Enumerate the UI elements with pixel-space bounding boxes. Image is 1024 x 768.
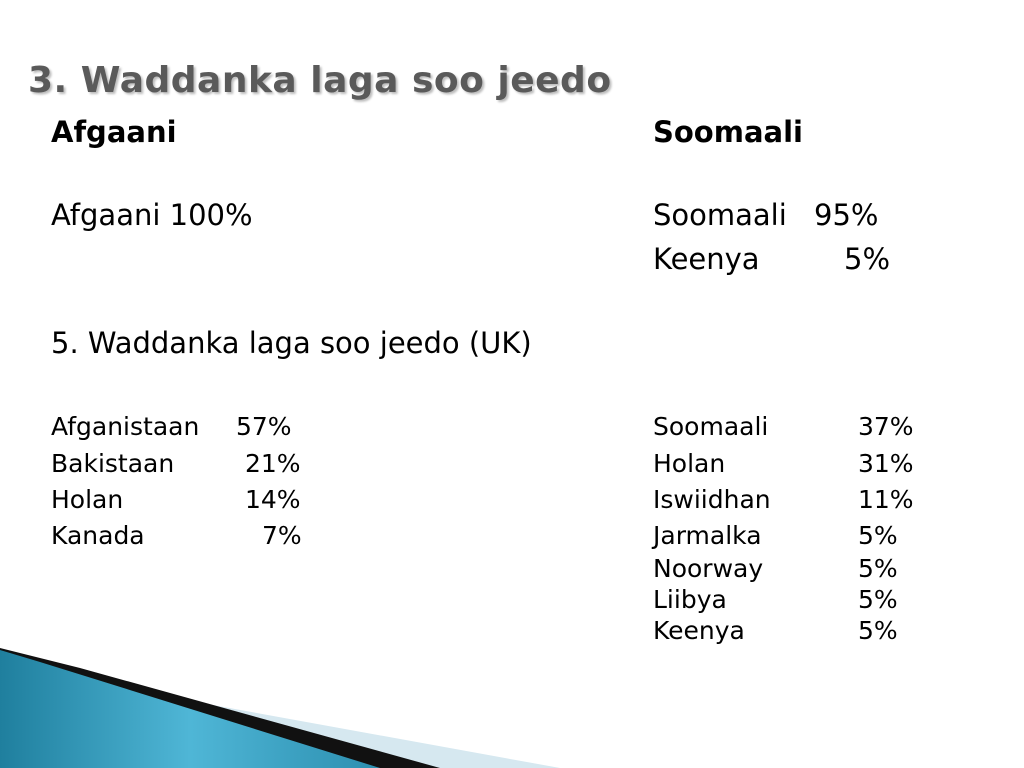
right-list-name-1: Soomaali: [653, 412, 769, 441]
left-summary: Afgaani 100%: [51, 198, 253, 232]
right-list-name-7: Keenya: [653, 616, 745, 645]
right-list-pct-3: 11%: [858, 485, 914, 514]
right-summary-name-1: Soomaali: [653, 198, 787, 232]
slide-title-text: Waddanka laga soo jeedo: [80, 60, 612, 101]
right-list-name-6: Liibya: [653, 585, 727, 614]
right-list-pct-6: 5%: [858, 585, 898, 614]
slide-title: 3. Waddanka laga soo jeedo: [28, 60, 612, 101]
right-list-name-2: Holan: [653, 449, 726, 478]
right-list-name-5: Noorway: [653, 554, 764, 583]
right-list-pct-1: 37%: [858, 412, 914, 441]
slide-title-number: 3.: [28, 60, 68, 101]
right-column-heading: Soomaali: [653, 115, 803, 149]
left-list-pct-1: 57%: [236, 412, 292, 441]
right-summary-name-2: Keenya: [653, 242, 760, 276]
section-heading: 5. Waddanka laga soo jeedo (UK): [51, 326, 532, 360]
left-list-pct-2: 21%: [245, 449, 301, 478]
left-list-name-3: Holan: [51, 485, 124, 514]
right-list-pct-4: 5%: [858, 521, 898, 550]
left-column-heading: Afgaani: [51, 115, 177, 149]
right-list-name-3: Iswiidhan: [653, 485, 771, 514]
right-summary-pct-1: 95%: [814, 198, 879, 232]
left-list-name-4: Kanada: [51, 521, 145, 550]
right-list-pct-5: 5%: [858, 554, 898, 583]
left-list-pct-3: 14%: [245, 485, 301, 514]
right-summary-pct-2: 5%: [844, 242, 891, 276]
left-list-name-2: Bakistaan: [51, 449, 175, 478]
right-list-pct-2: 31%: [858, 449, 914, 478]
right-list-pct-7: 5%: [858, 616, 898, 645]
left-list-pct-4: 7%: [262, 521, 302, 550]
right-list-name-4: Jarmalka: [653, 521, 762, 550]
left-list-name-1: Afganistaan: [51, 412, 200, 441]
